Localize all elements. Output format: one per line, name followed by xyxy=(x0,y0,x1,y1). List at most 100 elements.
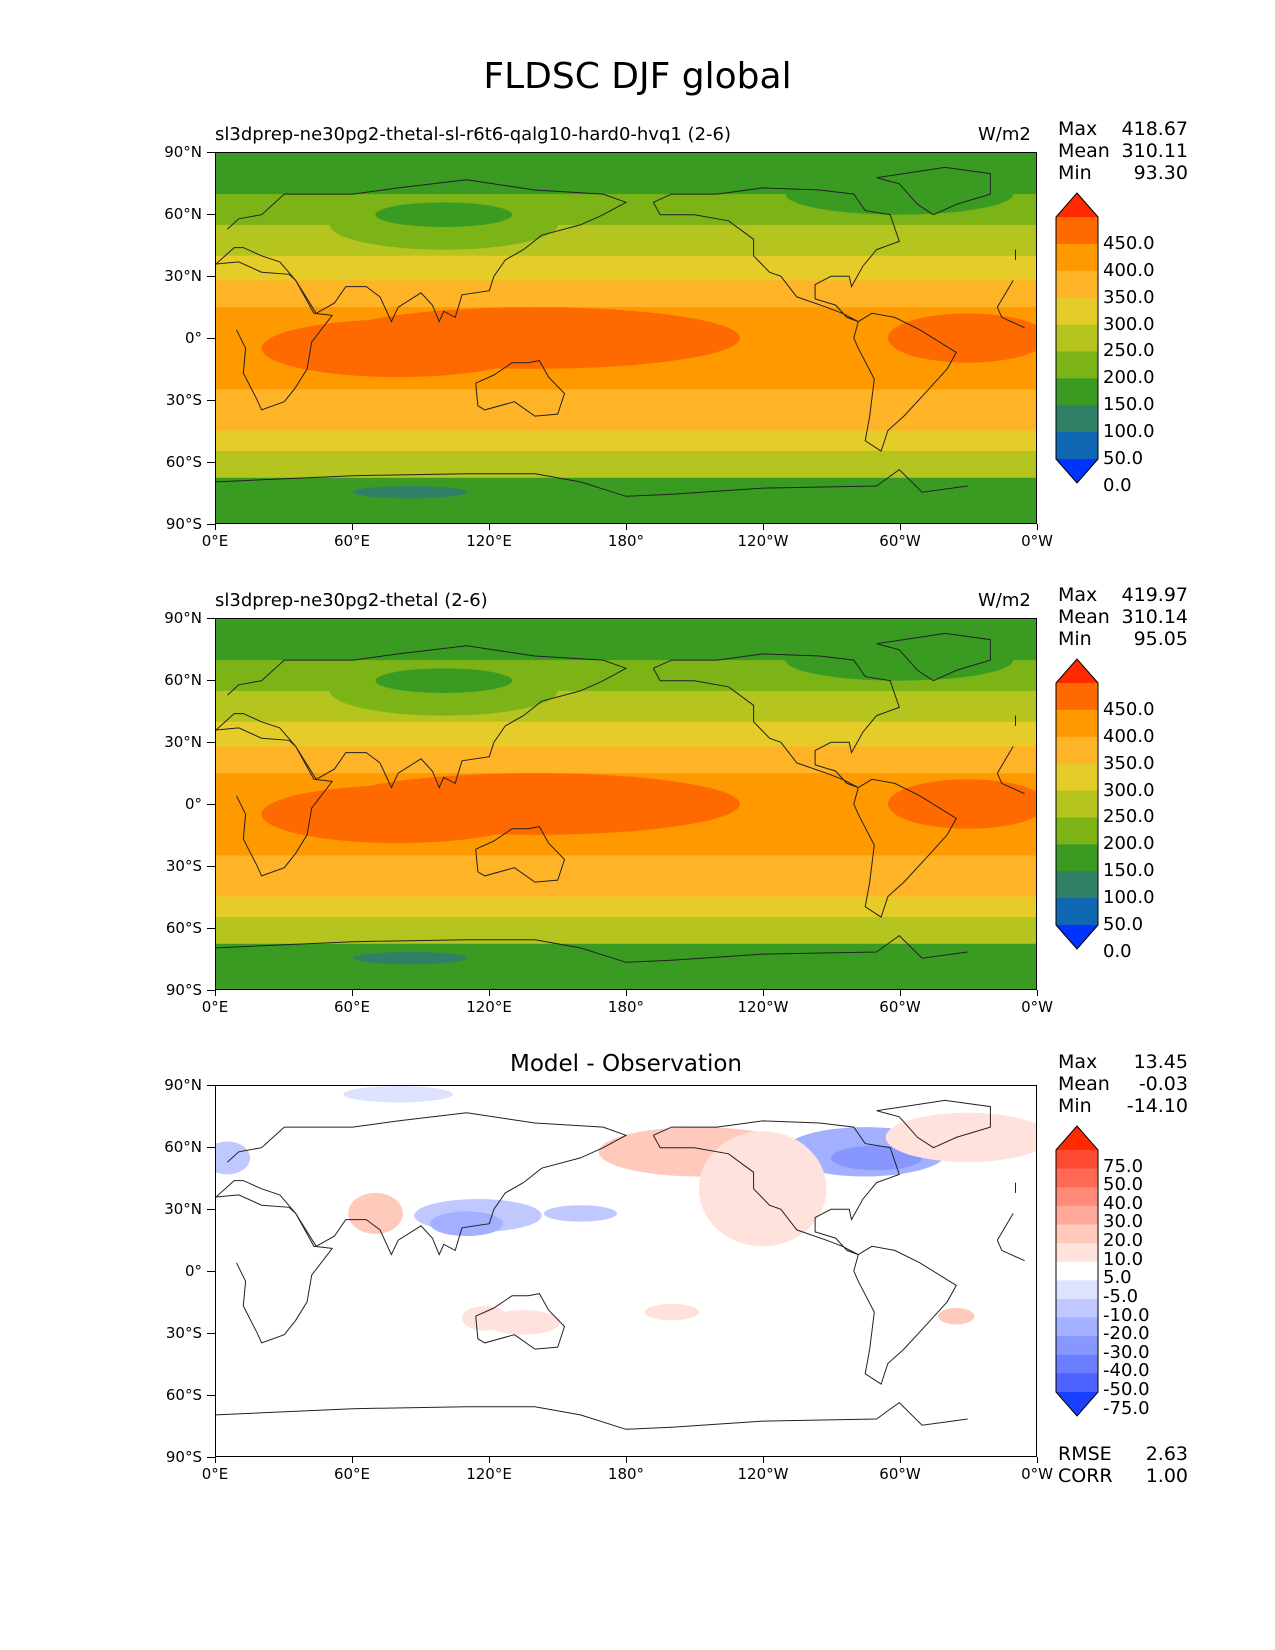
mean-label: Mean xyxy=(1058,1073,1110,1095)
colorbar-segment xyxy=(1056,1336,1098,1356)
colorbar-segment xyxy=(1056,871,1098,899)
y-tick-label: 90°N xyxy=(164,609,202,627)
coastline xyxy=(876,166,991,216)
colorbar-label: 100.0 xyxy=(1103,887,1155,909)
x-tick xyxy=(489,990,490,996)
y-tick xyxy=(207,1271,215,1272)
y-tick xyxy=(207,804,215,805)
colorbar-extend-top xyxy=(1056,193,1098,217)
y-tick-label: 30°S xyxy=(165,391,202,409)
coastline xyxy=(216,1401,968,1430)
field-blob xyxy=(694,859,877,893)
colorbar-label: 30.0 xyxy=(1103,1211,1144,1233)
colorbar-segment xyxy=(1056,1168,1098,1188)
y-tick xyxy=(207,866,215,867)
colorbar-segment xyxy=(1056,324,1098,352)
coastline xyxy=(475,826,566,883)
max-value: 419.97 xyxy=(1121,584,1188,606)
x-tick-label: 60°W xyxy=(879,1465,921,1483)
x-tick xyxy=(352,1457,353,1463)
y-tick-label: 30°N xyxy=(164,733,202,751)
colorbar-label: 300.0 xyxy=(1103,779,1155,801)
x-tick-label: 120°W xyxy=(737,532,789,550)
map-field xyxy=(215,152,1037,524)
coastline xyxy=(853,312,957,452)
x-tick-label: 0°W xyxy=(1021,1465,1053,1483)
y-tick-label: 60°N xyxy=(164,205,202,223)
min-value: 95.05 xyxy=(1133,628,1188,650)
y-tick xyxy=(207,1209,215,1210)
colorbar-label: 300.0 xyxy=(1103,313,1155,335)
y-tick-label: 30°S xyxy=(165,1324,202,1342)
colorbar-label: 350.0 xyxy=(1103,286,1155,308)
coastline xyxy=(652,187,900,323)
x-tick xyxy=(626,990,627,996)
y-tick xyxy=(207,928,215,929)
y-tick-label: 60°S xyxy=(165,1386,202,1404)
colorbar-segment xyxy=(1056,898,1098,926)
colorbar-segment xyxy=(1056,1354,1098,1374)
colorbar-label: 10.0 xyxy=(1103,1248,1144,1270)
colorbar-label: 150.0 xyxy=(1103,860,1155,882)
anomaly-blob xyxy=(462,1305,508,1331)
zonal-band xyxy=(216,430,1036,452)
zonal-band xyxy=(216,389,1036,411)
field-blob xyxy=(261,785,535,844)
zonal-band xyxy=(216,255,1036,281)
corr-label: CORR xyxy=(1058,1465,1113,1487)
x-tick xyxy=(215,1457,216,1463)
y-tick xyxy=(207,990,215,991)
y-tick xyxy=(207,1147,215,1148)
y-tick-label: 30°N xyxy=(164,267,202,285)
y-tick xyxy=(207,400,215,401)
x-tick xyxy=(352,524,353,530)
x-tick xyxy=(489,524,490,530)
colorbar-label: -20.0 xyxy=(1103,1323,1150,1345)
colorbar-label: 200.0 xyxy=(1103,833,1155,855)
colorbar-label: 40.0 xyxy=(1103,1192,1144,1214)
colorbar-segment xyxy=(1056,1298,1098,1319)
anomaly-blob xyxy=(885,1112,1036,1163)
y-tick xyxy=(207,338,215,339)
y-tick xyxy=(207,1333,215,1334)
coastline xyxy=(652,653,900,789)
x-tick-label: 0°E xyxy=(201,998,229,1016)
x-tick-label: 180° xyxy=(607,532,645,550)
panel-title: sl3dprep-ne30pg2-thetal (2-6) xyxy=(215,590,488,611)
coastline xyxy=(216,1112,1016,1256)
y-tick xyxy=(207,152,215,153)
x-tick xyxy=(763,524,764,530)
colorbar-label: 20.0 xyxy=(1103,1230,1144,1252)
y-tick xyxy=(207,1395,215,1396)
rmse-corr-box: RMSE 2.63 CORR 1.00 xyxy=(1058,1443,1188,1487)
y-tick-label: 0° xyxy=(184,329,202,347)
coastline xyxy=(216,1194,1025,1344)
min-label: Min xyxy=(1058,162,1092,184)
coastline xyxy=(216,179,1016,323)
coastline xyxy=(216,727,1025,877)
colorbar-label: 200.0 xyxy=(1103,367,1155,389)
coastline xyxy=(876,632,991,682)
min-value: -14.10 xyxy=(1126,1095,1188,1117)
colorbar-label: 50.0 xyxy=(1103,1174,1144,1196)
colorbar-segment xyxy=(1056,270,1098,299)
anomaly-blob xyxy=(544,1205,617,1222)
x-tick xyxy=(626,1457,627,1463)
y-tick xyxy=(207,276,215,277)
colorbar-segment xyxy=(1056,1280,1098,1300)
zonal-band xyxy=(216,451,1036,479)
colorbar-segment xyxy=(1056,378,1098,406)
colorbar-label: 50.0 xyxy=(1103,914,1144,935)
colorbar-segment xyxy=(1056,1243,1098,1263)
zonal-band xyxy=(216,875,1036,897)
x-tick-label: 0°E xyxy=(201,532,229,550)
coastline xyxy=(216,645,1016,789)
colorbar-segment xyxy=(1056,736,1098,765)
anomaly-blob xyxy=(216,1141,251,1175)
x-tick xyxy=(763,1457,764,1463)
panel-model-2: sl3dprep-ne30pg2-thetal (2-6) W/m2 90°N 6… xyxy=(0,584,1275,1078)
map-difference xyxy=(215,1085,1037,1457)
rmse-label: RMSE xyxy=(1058,1443,1112,1465)
colorbar-label: 50.0 xyxy=(1103,448,1144,469)
colorbar-label: 5.0 xyxy=(1103,1267,1132,1289)
